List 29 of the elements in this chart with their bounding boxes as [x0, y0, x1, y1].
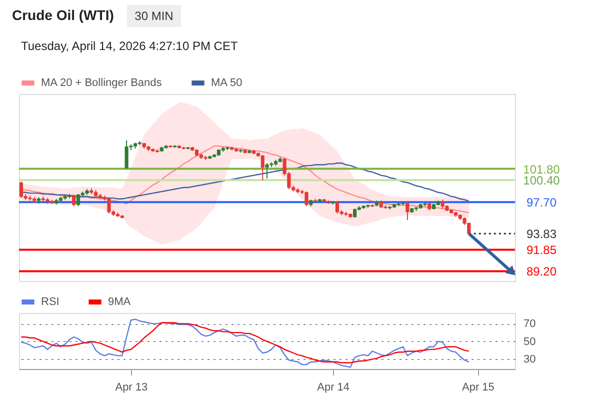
- candlestick: [107, 196, 111, 214]
- legend-label: MA 50: [211, 77, 242, 89]
- legend-label: RSI: [41, 296, 60, 308]
- candlestick: [260, 154, 264, 181]
- x-tick-label: Apr 15: [462, 382, 494, 394]
- y-tick-label: 89.20: [526, 264, 557, 279]
- candlestick: [265, 162, 269, 180]
- y-tick-label: 93.83: [526, 227, 557, 242]
- legend-label: MA 20 + Bollinger Bands: [41, 77, 162, 89]
- chart-title: Crude Oil (WTI): [12, 7, 114, 23]
- x-tick-label: Apr 13: [115, 382, 148, 394]
- x-tick-label: Apr 14: [317, 382, 350, 394]
- candlestick: [406, 202, 410, 221]
- candlestick: [72, 194, 76, 207]
- candlestick: [76, 194, 80, 207]
- legend-label: 9MA: [108, 296, 132, 308]
- y-tick-label: 97.70: [526, 196, 557, 210]
- y-tick-label: 70: [524, 318, 536, 330]
- y-tick-label: 30: [524, 354, 536, 366]
- y-tick-label: 91.85: [526, 243, 557, 258]
- candlestick: [335, 200, 340, 214]
- y-tick-label: 50: [524, 336, 536, 348]
- text: Tuesday, April 14, 2026 4:27:10 PM CET: [21, 39, 238, 53]
- y-tick-label: 101.80: [523, 162, 560, 176]
- y-tick-label: 100.40: [523, 174, 560, 188]
- line-series: [20, 162, 470, 202]
- chart-subtitle: 30 MIN: [134, 9, 174, 23]
- line-series: [20, 145, 470, 214]
- candlestick: [304, 191, 308, 207]
